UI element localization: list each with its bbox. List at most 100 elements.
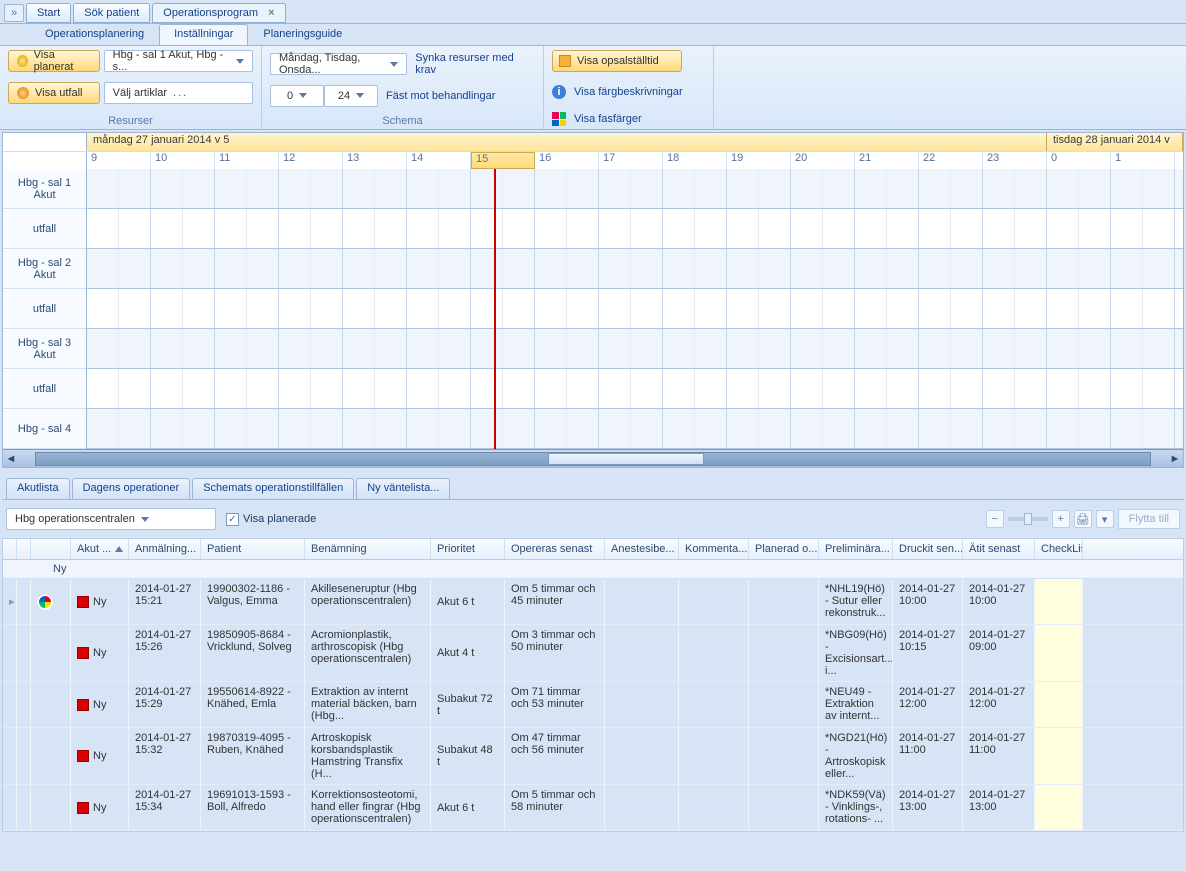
column-header[interactable]: Benämning	[305, 539, 431, 559]
table-row[interactable]: Ny2014-01-2715:3419691013-1593 - Boll, A…	[3, 785, 1183, 831]
show-planned-checkbox[interactable]: ✓ Visa planerade	[226, 513, 316, 526]
column-header[interactable]: Patient	[201, 539, 305, 559]
column-header[interactable]: Anmälning...	[129, 539, 201, 559]
tab-start[interactable]: Start	[26, 3, 71, 23]
visa-planerat-button[interactable]: Visa planerat	[8, 50, 100, 72]
zoom-out-button[interactable]: −	[986, 510, 1004, 528]
flytta-till-button[interactable]: Flytta till	[1118, 509, 1180, 529]
table-row[interactable]: ▸Ny2014-01-2715:2119900302-1186 - Valgus…	[3, 579, 1183, 625]
zoom-in-button[interactable]: +	[1052, 510, 1070, 528]
row-selector[interactable]	[17, 625, 31, 681]
subtab-operationsplanering[interactable]: Operationsplanering	[30, 24, 159, 45]
ribbon-expand-button[interactable]: »	[4, 4, 24, 22]
cell-patient: 19870319-4095 - Ruben, Knähed	[201, 728, 305, 784]
column-header[interactable]: Prioritet	[431, 539, 505, 559]
hour-cell: 13	[343, 152, 407, 169]
column-header[interactable]	[31, 539, 71, 559]
days-filter-dropdown[interactable]: Måndag, Tisdag, Onsda...	[270, 53, 407, 75]
center-dropdown[interactable]: Hbg operationscentralen	[6, 508, 216, 530]
schedule-row[interactable]	[87, 289, 1183, 329]
schedule-row[interactable]	[87, 329, 1183, 369]
visa-fasfarger-link[interactable]: Visa fasfärger	[570, 111, 646, 127]
schedule-row[interactable]	[87, 209, 1183, 249]
column-header[interactable]	[3, 539, 17, 559]
row-selector[interactable]	[17, 682, 31, 727]
tab-operationsprogram[interactable]: Operationsprogram ×	[152, 3, 285, 23]
cell-status: Ny	[71, 785, 129, 830]
column-header[interactable]	[17, 539, 31, 559]
row-expander[interactable]	[3, 682, 17, 727]
tab-search-patient[interactable]: Sök patient	[73, 3, 150, 23]
chevron-down-icon	[141, 517, 149, 522]
cell-preliminar: *NDK59(Vä) - Vinklings-, rotations- ...	[819, 785, 893, 830]
tab-akutlista[interactable]: Akutlista	[6, 478, 70, 499]
cell-preliminar: *NGD21(Hö) - Artroskopisk eller...	[819, 728, 893, 784]
export-button[interactable]: ▾	[1096, 510, 1114, 528]
row-expander[interactable]	[3, 728, 17, 784]
hours-from-spinner[interactable]: 0	[270, 85, 324, 107]
column-header[interactable]: Ätit senast	[963, 539, 1035, 559]
close-icon[interactable]: ×	[268, 7, 274, 19]
column-header[interactable]: Kommenta...	[679, 539, 749, 559]
hours-to-spinner[interactable]: 24	[324, 85, 378, 107]
row-selector[interactable]	[17, 579, 31, 624]
tab-schemats-operationstillfallen[interactable]: Schemats operationstillfällen	[192, 478, 354, 499]
column-header[interactable]: Opereras senast	[505, 539, 605, 559]
article-filter-dropdown[interactable]: Välj artiklar...	[104, 82, 253, 104]
cell-opereras-senast: Om 47 timmar och 56 minuter	[505, 728, 605, 784]
cell-opereras-senast: Om 5 timmar och 45 minuter	[505, 579, 605, 624]
scrollbar-thumb[interactable]	[548, 453, 704, 465]
scroll-right-icon[interactable]: ►	[1167, 453, 1183, 465]
tab-ny-vantelista[interactable]: Ny väntelista...	[356, 478, 450, 499]
print-button[interactable]: 🖨	[1074, 510, 1092, 528]
status-square-icon	[77, 750, 89, 762]
sync-resources-link[interactable]: Synka resurser med krav	[411, 50, 535, 78]
cell-anestesi	[605, 579, 679, 624]
tab-operationsprogram-label: Operationsprogram	[163, 7, 258, 19]
tab-dagens-operationer[interactable]: Dagens operationer	[72, 478, 191, 499]
schedule-scrollbar[interactable]: ◄ ►	[3, 449, 1183, 467]
table-row[interactable]: Ny2014-01-2715:2919550614-8922 - Knähed,…	[3, 682, 1183, 728]
days-filter-value: Måndag, Tisdag, Onsda...	[279, 52, 384, 76]
cell-kommentar	[679, 728, 749, 784]
visa-utfall-button[interactable]: Visa utfall	[8, 82, 100, 104]
visa-fargbeskrivningar-link[interactable]: Visa färgbeskrivningar	[570, 84, 687, 100]
schedule-row[interactable]	[87, 369, 1183, 409]
ellipsis-icon: ...	[173, 87, 188, 99]
schedule-row[interactable]	[87, 409, 1183, 449]
table-row[interactable]: Ny2014-01-2715:2619850905-8684 - Vricklu…	[3, 625, 1183, 682]
visa-opsal-label: Visa opsalställtid	[577, 55, 659, 67]
cell-druckit: 2014-01-2710:15	[893, 625, 963, 681]
schedule-row-header: Hbg - sal 2 Akut	[3, 249, 86, 289]
cell-patient: 19550614-8922 - Knähed, Emla	[201, 682, 305, 727]
scroll-left-icon[interactable]: ◄	[3, 453, 19, 465]
expand-row-icon[interactable]: ▸	[9, 595, 15, 608]
column-header[interactable]: Preliminära...	[819, 539, 893, 559]
row-expander[interactable]	[3, 625, 17, 681]
schedule-grid[interactable]	[87, 169, 1183, 449]
cell-anmalning: 2014-01-2715:26	[129, 625, 201, 681]
table-group-row[interactable]: Ny	[3, 560, 1183, 579]
subtab-installningar[interactable]: Inställningar	[159, 24, 248, 45]
row-icon	[31, 625, 71, 681]
subtab-planeringsguide[interactable]: Planeringsguide	[248, 24, 357, 45]
visa-opsalstalltid-button[interactable]: Visa opsalställtid	[552, 50, 682, 72]
row-expander[interactable]	[3, 785, 17, 830]
row-selector[interactable]	[17, 728, 31, 784]
row-selector[interactable]	[17, 785, 31, 830]
column-header[interactable]: Akut ...	[71, 539, 129, 559]
cell-status: Ny	[71, 682, 129, 727]
column-header[interactable]: CheckLis	[1035, 539, 1083, 559]
table-row[interactable]: Ny2014-01-2715:3219870319-4095 - Ruben, …	[3, 728, 1183, 785]
schedule-row[interactable]	[87, 249, 1183, 289]
cell-patient: 19691013-1593 - Boll, Alfredo	[201, 785, 305, 830]
column-header[interactable]: Planerad o...	[749, 539, 819, 559]
column-header[interactable]: Druckit sen...	[893, 539, 963, 559]
zoom-slider[interactable]	[1008, 517, 1048, 521]
room-filter-dropdown[interactable]: Hbg - sal 1 Akut, Hbg - s...	[104, 50, 253, 72]
row-expander[interactable]: ▸	[3, 579, 17, 624]
snap-treatments-link[interactable]: Fäst mot behandlingar	[382, 88, 499, 104]
column-header[interactable]: Anestesibe...	[605, 539, 679, 559]
schedule-row[interactable]	[87, 169, 1183, 209]
cell-checklist	[1035, 785, 1083, 830]
